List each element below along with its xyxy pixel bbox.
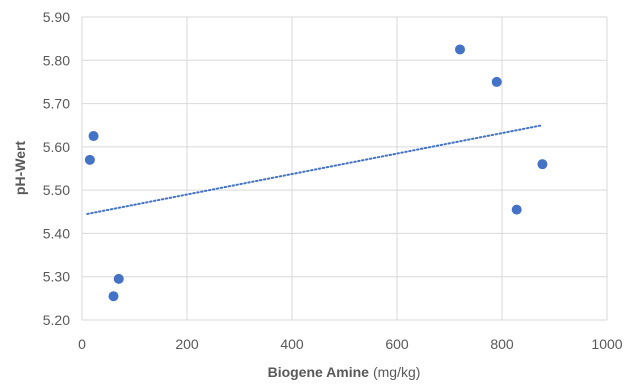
x-tick-label: 600 xyxy=(385,336,409,352)
data-points xyxy=(84,44,548,302)
data-point xyxy=(88,131,99,142)
trendline xyxy=(86,124,544,215)
y-tick-label: 5.90 xyxy=(43,9,70,25)
y-tick-label: 5.40 xyxy=(43,225,70,241)
data-point xyxy=(108,291,119,302)
x-axis-label-name: Biogene Amine xyxy=(268,364,370,380)
data-point xyxy=(511,204,522,215)
x-tick-label: 0 xyxy=(78,336,86,352)
y-tick-label: 5.50 xyxy=(43,182,70,198)
data-point xyxy=(491,76,502,87)
y-axis-ticks: 5.20 5.30 5.40 5.50 5.60 5.70 5.80 5.90 xyxy=(43,9,70,328)
y-tick-label: 5.80 xyxy=(43,52,70,68)
y-tick-label: 5.30 xyxy=(43,269,70,285)
x-axis-label: Biogene Amine (mg/kg) xyxy=(268,364,421,380)
trendline-group xyxy=(86,124,544,215)
x-tick-label: 800 xyxy=(490,336,514,352)
y-tick-label: 5.60 xyxy=(43,139,70,155)
data-point xyxy=(537,159,548,170)
x-tick-label: 200 xyxy=(175,336,199,352)
x-tick-label: 400 xyxy=(280,336,304,352)
data-point xyxy=(455,44,465,55)
x-axis-ticks: 0 200 400 600 800 1000 xyxy=(78,336,623,352)
data-point xyxy=(113,273,124,284)
y-axis-label: pH-Wert xyxy=(12,141,28,196)
y-tick-label: 5.70 xyxy=(43,96,70,112)
data-point xyxy=(84,154,95,165)
y-tick-label: 5.20 xyxy=(43,312,70,328)
x-axis-label-unit: (mg/kg) xyxy=(373,364,420,380)
x-tick-label: 1000 xyxy=(591,336,622,352)
gridlines xyxy=(81,16,608,321)
